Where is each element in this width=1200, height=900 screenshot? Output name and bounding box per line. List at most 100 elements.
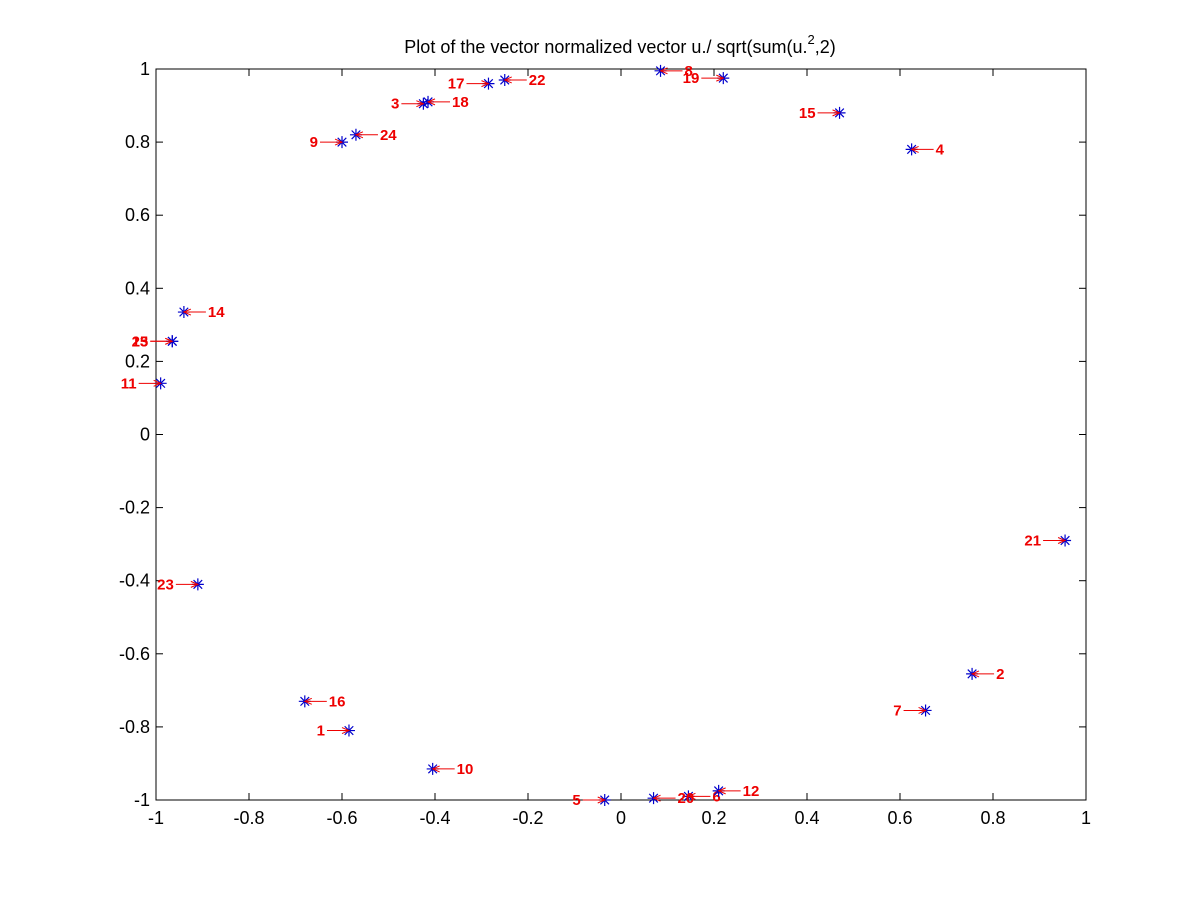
point-label: 25 — [132, 333, 149, 350]
point-label: 16 — [329, 693, 346, 710]
x-tick-label: -1 — [148, 808, 164, 828]
data-point-6: 6 — [682, 788, 721, 805]
data-point-18: 18 — [422, 94, 469, 111]
point-label: 7 — [893, 702, 901, 719]
label-arrow-head — [832, 109, 841, 117]
data-point-10: 10 — [426, 761, 474, 778]
x-tick-label: 0.2 — [701, 808, 726, 828]
label-arrow-head — [416, 100, 425, 108]
y-tick-label: -0.2 — [119, 498, 150, 518]
point-label: 17 — [448, 76, 465, 93]
y-tick-label: -0.6 — [119, 644, 150, 664]
data-point-21: 21 — [1024, 532, 1072, 549]
data-point-23: 23 — [157, 576, 204, 593]
data-point-15: 15 — [799, 105, 846, 122]
data-point-9: 9 — [310, 134, 348, 151]
point-label: 15 — [799, 105, 816, 122]
point-label: 11 — [121, 375, 137, 392]
label-arrow-head — [354, 131, 364, 139]
data-point-5: 5 — [572, 792, 611, 809]
label-arrow-head — [165, 337, 174, 345]
point-label: 9 — [310, 134, 318, 151]
data-point-8: 8 — [654, 63, 693, 80]
point-label: 20 — [678, 790, 695, 807]
label-arrow-head — [910, 145, 919, 153]
x-tick-label: 0.8 — [980, 808, 1005, 828]
point-label: 4 — [936, 141, 945, 158]
chart-title-main: Plot of the vector normalized vector u./… — [404, 37, 807, 57]
data-point-20: 20 — [647, 790, 695, 807]
y-tick-label: 0.6 — [125, 205, 150, 225]
label-arrow-head — [341, 727, 351, 735]
x-tick-label: -0.2 — [512, 808, 543, 828]
data-point-19: 19 — [683, 70, 730, 87]
y-tick-label: 0 — [140, 425, 150, 445]
point-label: 21 — [1024, 532, 1041, 549]
y-tick-label: -1 — [134, 790, 150, 810]
label-arrow-head — [687, 792, 696, 800]
data-point-11: 11 — [121, 375, 167, 392]
label-arrow-head — [503, 76, 512, 84]
label-arrow-head — [190, 580, 200, 588]
point-label: 8 — [685, 63, 693, 80]
axis-ticks — [155, 68, 1087, 801]
data-point-14: 14 — [177, 304, 225, 321]
y-tick-label: -0.4 — [119, 571, 150, 591]
point-label: 14 — [208, 304, 225, 321]
x-tick-label: -0.4 — [419, 808, 450, 828]
data-point-25: 25 — [132, 333, 179, 350]
y-tick-label: 0.8 — [125, 132, 150, 152]
chart-title-end: ,2) — [815, 37, 836, 57]
label-arrow-head — [716, 74, 725, 82]
point-label: 5 — [572, 792, 580, 809]
data-point-17: 17 — [448, 76, 495, 93]
x-tick-label: 0 — [616, 808, 626, 828]
data-point-2: 2 — [966, 666, 1004, 683]
label-arrow-head — [659, 67, 668, 75]
data-point-4: 4 — [905, 141, 945, 158]
point-label: 10 — [457, 761, 474, 778]
label-arrow-head — [717, 787, 726, 795]
label-arrow-head — [1057, 537, 1067, 544]
label-arrow-head — [182, 308, 192, 316]
label-arrow-head — [918, 706, 927, 714]
label-arrow-head — [652, 794, 661, 802]
y-tick-label: -0.8 — [119, 717, 150, 737]
point-label: 18 — [452, 94, 469, 111]
point-label: 19 — [683, 70, 700, 87]
point-label: 1 — [317, 723, 325, 740]
data-point-12: 12 — [712, 783, 760, 800]
x-tick-label: -0.6 — [326, 808, 357, 828]
data-point-16: 16 — [298, 693, 346, 710]
label-arrow-head — [481, 80, 490, 88]
point-label: 23 — [157, 576, 174, 593]
chart-title-superscript: 2 — [807, 32, 814, 47]
y-tick-label: 0.2 — [125, 351, 150, 371]
point-label: 24 — [380, 127, 397, 144]
x-tick-label: 0.6 — [887, 808, 912, 828]
point-label: 6 — [712, 788, 720, 805]
label-arrow-head — [431, 765, 440, 773]
point-label: 2 — [996, 666, 1004, 683]
plot-area — [155, 68, 1087, 801]
data-point-1: 1 — [317, 723, 355, 740]
data-point-7: 7 — [893, 702, 932, 719]
label-arrow-head — [597, 796, 606, 804]
data-point-22: 22 — [498, 72, 546, 89]
x-tick-label: 0.4 — [794, 808, 819, 828]
point-label: 3 — [391, 96, 399, 113]
x-tick-label: 1 — [1081, 808, 1091, 828]
label-arrow-head — [970, 670, 980, 678]
label-arrow-head — [334, 138, 344, 146]
y-axis-tick-labels: -1 -0.8 -0.6 -0.4 -0.2 0 0.2 0.4 0.6 0.8 1 — [119, 59, 150, 810]
data-point-3: 3 — [391, 96, 430, 113]
chart-title: Plot of the vector normalized vector u./… — [404, 32, 835, 57]
point-label: 12 — [743, 783, 760, 800]
point-label: 22 — [529, 72, 546, 89]
label-arrow-head — [303, 697, 312, 705]
x-axis-tick-labels: -1 -0.8 -0.6 -0.4 -0.2 0 0.2 0.4 0.6 0.8 1 — [148, 808, 1091, 828]
x-tick-label: -0.8 — [233, 808, 264, 828]
y-tick-label: 0.4 — [125, 278, 150, 298]
